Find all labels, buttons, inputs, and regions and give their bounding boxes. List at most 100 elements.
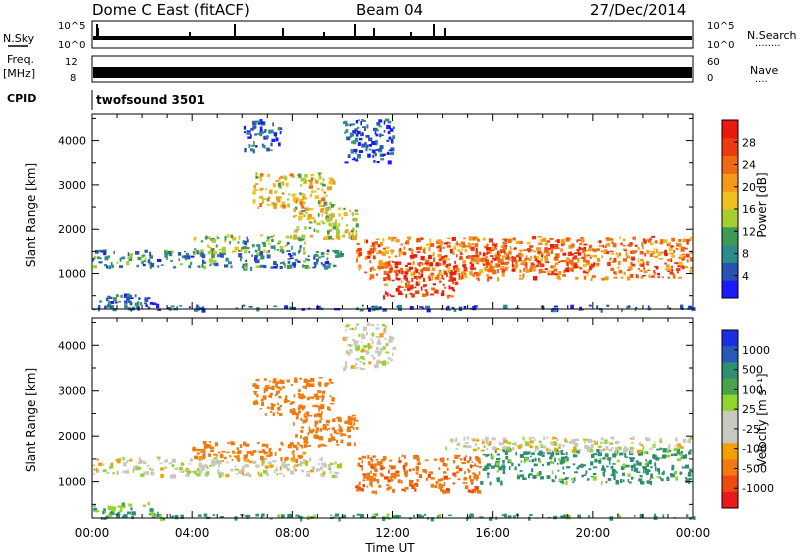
velocity-cell [620,466,624,469]
velocity-cell [269,464,274,468]
power-cell [271,138,276,142]
power-cell [270,142,273,147]
velocity-cell [160,467,164,471]
velocity-cell [496,470,499,473]
power-cell [443,286,447,289]
power-cell [337,255,341,258]
power-cell [577,257,580,261]
power-cell [654,255,658,258]
velocity-cell [303,419,307,423]
power-cell [308,179,312,182]
power-cell [354,137,358,142]
velocity-cell [277,411,279,414]
power-cell [394,261,399,266]
nsearch-dots: ........ [755,38,780,49]
power-cell [405,240,410,245]
power-cell [254,249,258,253]
noise-baseline [93,36,692,40]
velocity-cell [315,395,320,400]
power-cell [314,263,317,268]
power-cell [474,254,479,258]
velocity-cell [295,434,298,438]
power-cell [416,275,418,281]
power-cell [144,249,148,253]
power-cell [263,265,267,269]
power-cell [351,141,354,144]
power-cell [428,277,432,281]
power-cell [376,122,381,126]
velocity-cell [490,465,495,469]
power-cell [394,265,399,269]
power-cell [305,258,308,260]
power-cell [613,271,616,275]
power-cell [487,277,491,280]
velocity-cell [276,472,279,476]
velocity-cell [414,482,418,486]
velocity-cell [370,338,373,341]
velocity-cell [325,419,330,424]
velocity-cell [291,452,295,455]
power-cell [405,283,407,285]
power-cell [397,277,401,281]
velocity-cell [319,384,321,388]
power-cell [378,268,381,271]
power-cell [553,305,559,308]
velocity-cell [299,461,302,464]
velocity-cell [379,472,383,476]
nave-dots: .... [755,74,768,85]
power-cell [596,257,601,262]
power-colorbar-tick-label: 24 [742,159,756,172]
power-cell [383,130,386,133]
velocity-cell [561,456,565,461]
power-cell [235,307,239,310]
velocity-cell [546,452,551,455]
power-cell [147,297,151,299]
velocity-cell [528,443,532,447]
power-cell [377,265,382,269]
power-cell [391,295,395,298]
velocity-cell [533,463,538,467]
velocity-cell [348,328,353,330]
velocity-cell [328,438,332,443]
velocity-cell [233,455,238,458]
velocity-cell [375,490,378,495]
velocity-cell [453,460,456,464]
power-cell [257,132,261,135]
power-cell [356,255,361,258]
power-cell [304,226,307,230]
velocity-cell [572,439,574,444]
power-cell [260,187,264,190]
power-cell [690,251,694,254]
velocity-cell [374,468,378,473]
velocity-cell [584,474,587,476]
velocity-cell [306,397,310,401]
velocity-cell [389,465,392,468]
power-cell [580,237,584,240]
velocity-cell [355,489,361,492]
power-cell [452,251,455,255]
velocity-cell [138,457,141,462]
power-cell [201,263,204,268]
power-cell [376,252,381,255]
velocity-cell [156,456,161,459]
power-cell [293,208,296,212]
power-cell [103,250,107,256]
velocity-cell [592,466,598,469]
velocity-cell [538,458,541,462]
power-cell [211,239,216,243]
velocity-cell [293,444,297,449]
power-cell [267,174,270,178]
power-cell [620,242,623,246]
power-cell [430,293,435,296]
power-cell [378,119,383,123]
power-cell [570,253,575,256]
velocity-cell [118,458,122,461]
velocity-cell [434,485,438,489]
velocity-cell [667,448,670,454]
power-cell [581,238,585,243]
noise-tick-left-top: 10^5 [58,21,85,32]
power-cell [565,267,570,273]
power-cell [257,206,260,209]
velocity-cell [331,434,333,439]
power-cell [388,260,392,263]
